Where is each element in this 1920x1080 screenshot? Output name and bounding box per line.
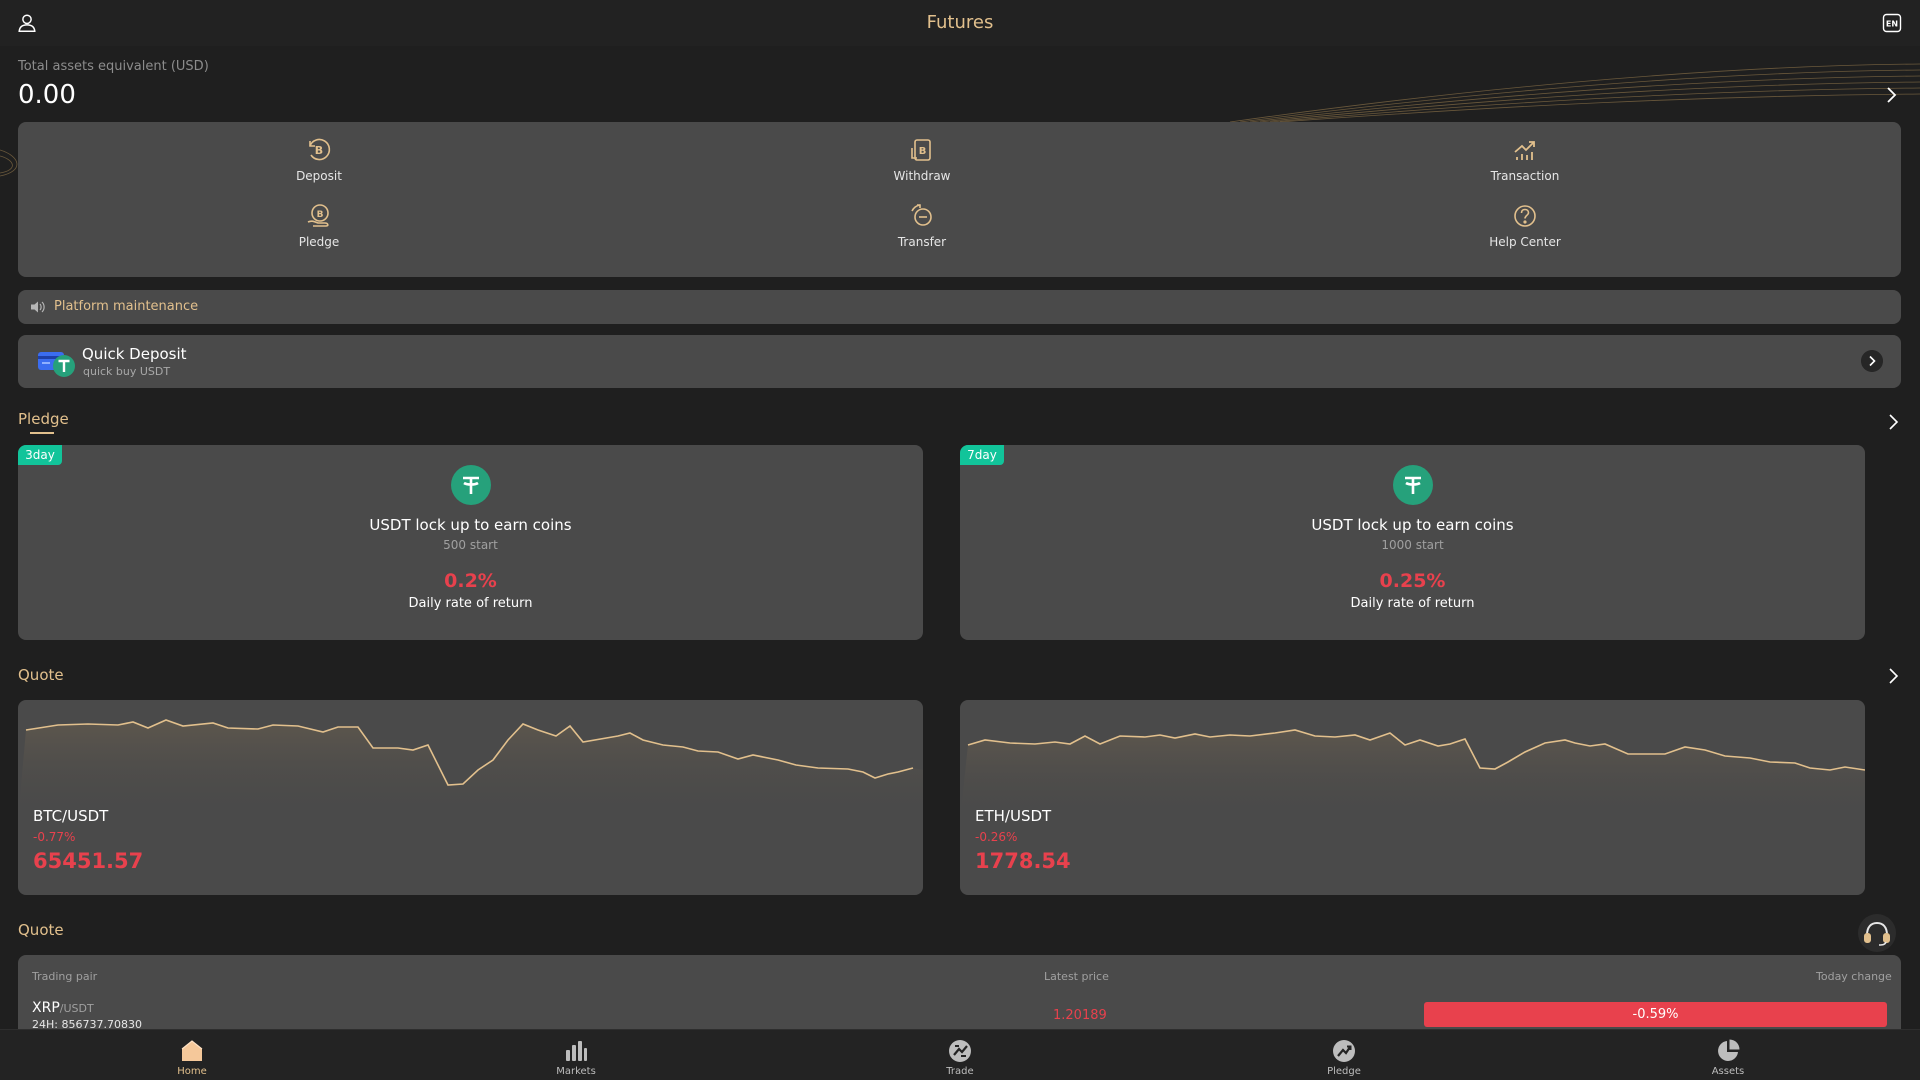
tether-coin-icon	[1393, 465, 1433, 505]
bitcoin-hand-icon: B	[307, 204, 329, 227]
notice-bar[interactable]: Platform maintenance	[18, 290, 1901, 324]
pledge-product-name: USDT lock up to earn coins	[369, 516, 572, 534]
top-bar: Futures EN	[0, 0, 1920, 46]
headset-icon	[1864, 921, 1890, 946]
transfer-cycle-icon	[911, 204, 932, 226]
notice-text: Platform maintenance	[54, 299, 199, 314]
quick-deposit-title: Quick Deposit	[82, 345, 187, 363]
nav-assets[interactable]: Assets	[1678, 1038, 1778, 1077]
quick-deposit-subtitle: quick buy USDT	[83, 365, 171, 378]
svg-text:B: B	[317, 210, 324, 220]
pledge-product-name: USDT lock up to earn coins	[1311, 516, 1514, 534]
quote-change: -0.77%	[33, 830, 76, 844]
quote-pair: ETH/USDT	[975, 807, 1052, 825]
section-underline	[30, 432, 54, 434]
column-header-change: Today change	[1816, 970, 1892, 983]
base-currency: XRP	[32, 1000, 60, 1016]
header-wave-decoration	[0, 63, 1920, 177]
tether-coin-icon	[451, 465, 491, 505]
circle-chevron-right-icon[interactable]	[1861, 350, 1883, 372]
transaction-label: Transaction	[1490, 169, 1560, 183]
quote-section-title[interactable]: Quote	[18, 666, 64, 684]
pledge-card[interactable]: 3day USDT lock up to earn coins 500 star…	[18, 445, 923, 640]
bitcoin-deposit-icon: B	[309, 138, 331, 161]
transfer-label: Transfer	[897, 235, 947, 249]
table-row-volume: 24H: 856737.70830	[32, 1018, 142, 1031]
help-center-label: Help Center	[1489, 235, 1561, 249]
table-row-change-badge[interactable]: -0.59%	[1424, 1002, 1887, 1027]
quick-deposit-banner[interactable]: Quick Deposit quick buy USDT	[18, 335, 1901, 388]
daily-rate-label: Daily rate of return	[408, 596, 533, 611]
question-icon	[1514, 205, 1536, 227]
pledge-min-start: 1000 start	[1381, 538, 1444, 552]
nav-pledge-label: Pledge	[1327, 1066, 1361, 1077]
nav-home-label: Home	[177, 1066, 207, 1077]
pledge-min-start: 500 start	[443, 538, 498, 552]
svg-text:B: B	[315, 144, 323, 157]
quote-price: 65451.57	[33, 849, 144, 873]
nav-pledge[interactable]: Pledge	[1294, 1038, 1394, 1077]
nav-markets[interactable]: Markets	[526, 1038, 626, 1077]
pledge-section-title[interactable]: Pledge	[18, 410, 69, 428]
btc-sparkline	[18, 719, 923, 820]
help-center-button[interactable]: Help Center	[1445, 202, 1605, 249]
column-header-pair: Trading pair	[32, 970, 98, 983]
total-assets-value: 0.00	[18, 80, 76, 110]
market-list-title: Quote	[18, 921, 64, 939]
chevron-right-icon[interactable]	[1884, 85, 1898, 105]
chevron-right-icon[interactable]	[1886, 412, 1900, 432]
pledge-trend-icon	[1333, 1040, 1355, 1062]
nav-assets-label: Assets	[1711, 1066, 1745, 1077]
deposit-button[interactable]: B Deposit	[239, 136, 399, 183]
table-row-price: 1.20189	[1053, 1008, 1107, 1023]
bar-chart-icon	[566, 1041, 587, 1061]
svg-text:EN: EN	[1886, 20, 1898, 29]
nav-trade-label: Trade	[946, 1066, 974, 1077]
column-header-price: Latest price	[1044, 970, 1109, 983]
language-en-icon[interactable]: EN	[1882, 13, 1902, 33]
deposit-label: Deposit	[296, 169, 342, 183]
pledge-card[interactable]: 7day USDT lock up to earn coins 1000 sta…	[960, 445, 1865, 640]
bitcoin-withdraw-icon: B	[911, 139, 931, 161]
nav-markets-label: Markets	[556, 1066, 596, 1077]
table-row-pair[interactable]: XRP/USDT	[32, 1000, 94, 1016]
nav-home[interactable]: Home	[142, 1038, 242, 1077]
daily-rate-label: Daily rate of return	[1350, 596, 1475, 611]
total-assets-label: Total assets equivalent (USD)	[18, 59, 209, 74]
pie-chart-icon	[1718, 1039, 1740, 1061]
quote-pair: BTC/USDT	[33, 807, 109, 825]
page-title: Futures	[926, 12, 994, 33]
home-icon	[181, 1040, 203, 1061]
quick-actions-panel: B Deposit B Withdraw Transaction B Pledg…	[18, 122, 1901, 277]
quote-card-btc[interactable]: BTC/USDT -0.77% 65451.57	[18, 700, 923, 895]
eth-sparkline	[960, 729, 1865, 820]
daily-rate-value: 0.2%	[444, 570, 497, 592]
quote-card-eth[interactable]: ETH/USDT -0.26% 1778.54	[960, 700, 1865, 895]
trade-icon	[949, 1040, 971, 1062]
withdraw-label: Withdraw	[893, 169, 951, 183]
speaker-icon	[31, 301, 45, 313]
quote-price: 1778.54	[975, 849, 1071, 873]
withdraw-button[interactable]: B Withdraw	[842, 136, 1002, 183]
quote-currency: /USDT	[59, 1002, 94, 1015]
duration-tag: 3day	[18, 445, 62, 465]
daily-rate-value: 0.25%	[1379, 570, 1446, 592]
chevron-right-icon[interactable]	[1886, 666, 1900, 686]
customer-support-button[interactable]	[1858, 914, 1896, 952]
transfer-button[interactable]: Transfer	[842, 202, 1002, 249]
usdt-card-icon	[38, 352, 75, 377]
svg-text:B: B	[919, 146, 927, 157]
nav-trade[interactable]: Trade	[910, 1038, 1010, 1077]
chart-up-icon	[1514, 141, 1535, 160]
pledge-button[interactable]: B Pledge	[239, 202, 399, 249]
pledge-label: Pledge	[298, 235, 340, 249]
bottom-nav: Home Markets Trade Pledge Assets	[0, 1029, 1920, 1080]
user-icon[interactable]	[16, 12, 38, 34]
duration-tag: 7day	[960, 445, 1004, 465]
quote-change: -0.26%	[975, 830, 1018, 844]
transaction-button[interactable]: Transaction	[1445, 136, 1605, 183]
